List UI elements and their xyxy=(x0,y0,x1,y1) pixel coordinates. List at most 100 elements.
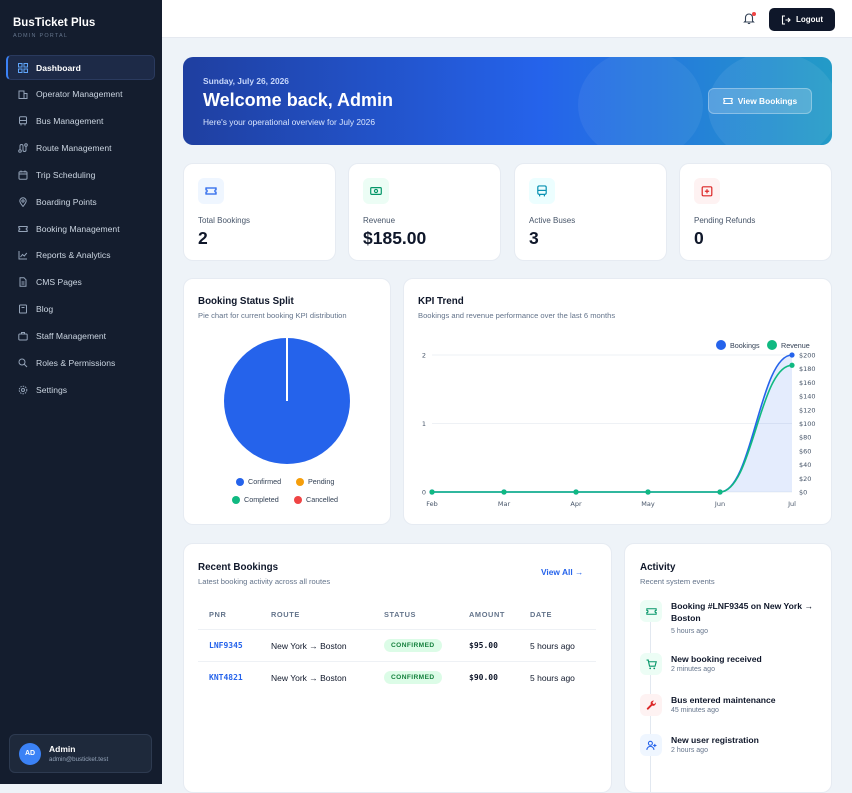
y-tick-label-right: $60 xyxy=(799,447,811,455)
legend-item-bookings[interactable]: Bookings xyxy=(716,340,760,350)
legend-item-pending[interactable]: Pending xyxy=(296,477,334,486)
stat-icon-box xyxy=(363,178,389,204)
x-tick-label: Apr xyxy=(570,500,582,508)
data-point-revenue[interactable] xyxy=(501,489,507,495)
user-card[interactable]: AD Admin admin@busticket.test xyxy=(9,734,152,773)
stat-label: Total Bookings xyxy=(198,216,251,225)
kpi-trend-card: KPI Trend Bookings and revenue performan… xyxy=(403,278,832,525)
view-all-label: View All xyxy=(541,567,573,577)
bus-icon xyxy=(537,185,547,197)
user-info: Admin admin@busticket.test xyxy=(49,744,108,763)
activity-icon-box xyxy=(640,653,662,675)
map-pin-icon xyxy=(19,197,27,207)
view-all-link[interactable]: View All → xyxy=(541,567,583,577)
route-cell: New York → Boston xyxy=(271,641,347,651)
card-subtitle: Recent system events xyxy=(640,577,715,586)
gear-icon xyxy=(18,385,28,394)
sidebar-item-trip-scheduling[interactable]: Trip Scheduling xyxy=(6,162,155,187)
sidebar-item-reports-analytics[interactable]: Reports & Analytics xyxy=(6,243,155,268)
ticket-icon xyxy=(645,607,657,615)
data-point-revenue[interactable] xyxy=(573,489,579,495)
series-line-revenue xyxy=(432,364,793,493)
date-cell: 5 hours ago xyxy=(530,641,575,651)
pie-chart xyxy=(224,338,350,464)
y-tick-label-right: $100 xyxy=(799,420,816,428)
sidebar-item-label: Dashboard xyxy=(36,62,81,73)
legend-dot xyxy=(296,477,304,486)
sidebar-item-blog[interactable]: Blog xyxy=(6,297,155,322)
refund-icon xyxy=(701,186,713,197)
y-tick-label-right: $160 xyxy=(799,379,816,387)
legend-label: Bookings xyxy=(730,340,760,350)
logout-button[interactable]: Logout xyxy=(769,8,835,31)
stat-card-revenue: Revenue $185.00 xyxy=(348,163,501,261)
amount-cell: $95.00 xyxy=(469,641,498,650)
y-tick-label-right: $80 xyxy=(799,434,811,442)
data-point-revenue[interactable] xyxy=(429,489,435,495)
legend-item-completed[interactable]: Completed xyxy=(232,495,279,504)
column-header-amount: AMOUNT xyxy=(469,610,506,619)
file-icon xyxy=(19,277,27,287)
calendar-icon xyxy=(18,170,28,180)
sidebar-item-label: Blog xyxy=(36,304,54,315)
data-point-revenue[interactable] xyxy=(645,489,651,495)
sidebar-item-bus-management[interactable]: Bus Management xyxy=(6,109,155,134)
arrow-right-icon: → xyxy=(574,567,584,577)
amount-cell: $90.00 xyxy=(469,673,498,682)
table-divider xyxy=(198,661,596,662)
y-tick-label-right: $40 xyxy=(799,461,811,469)
sidebar-item-settings[interactable]: Settings xyxy=(6,377,155,402)
bell-icon[interactable] xyxy=(742,11,756,25)
x-tick-label: Jul xyxy=(787,500,796,508)
data-point-bookings[interactable] xyxy=(789,352,795,358)
status-badge: CONFIRMED xyxy=(384,639,442,652)
date-cell: 5 hours ago xyxy=(530,673,575,683)
legend-item-cancelled[interactable]: Cancelled xyxy=(294,495,338,504)
sidebar-item-label: Bus Management xyxy=(36,116,104,127)
stat-card-active-buses: Active Buses 3 xyxy=(514,163,667,261)
view-bookings-label: View Bookings xyxy=(737,96,798,106)
sidebar-item-label: Staff Management xyxy=(36,330,107,341)
sidebar-item-roles-permissions[interactable]: Roles & Permissions xyxy=(6,350,155,375)
recent-bookings-card: Recent Bookings Latest booking activity … xyxy=(183,543,612,793)
sidebar-item-label: Route Management xyxy=(36,143,112,154)
sidebar-item-cms-pages[interactable]: CMS Pages xyxy=(6,270,155,295)
activity-title: Booking #LNF9345 on New York → Boston xyxy=(671,601,813,623)
sidebar-item-dashboard[interactable]: Dashboard xyxy=(6,55,155,80)
pnr-link[interactable]: KNT4821 xyxy=(209,673,243,682)
sidebar-item-route-management[interactable]: Route Management xyxy=(6,136,155,161)
y-tick-label-right: $120 xyxy=(799,406,816,414)
chart-icon xyxy=(18,251,28,260)
sidebar-item-staff-management[interactable]: Staff Management xyxy=(6,323,155,348)
activity-title: Bus entered maintenance xyxy=(671,695,776,705)
legend-item-revenue[interactable]: Revenue xyxy=(767,340,810,350)
activity-title: New user registration xyxy=(671,735,759,745)
stat-icon-box xyxy=(529,178,555,204)
view-bookings-button[interactable]: View Bookings xyxy=(708,88,812,114)
sidebar-item-boarding-points[interactable]: Boarding Points xyxy=(6,189,155,214)
x-tick-label: May xyxy=(641,500,655,508)
welcome-banner: Sunday, July 26, 2026 Welcome back, Admi… xyxy=(183,57,832,145)
decorative-circle xyxy=(578,57,703,145)
stat-label: Active Buses xyxy=(529,216,576,225)
activity-title: New booking received xyxy=(671,654,762,664)
status-badge: CONFIRMED xyxy=(384,671,442,684)
pnr-link[interactable]: LNF9345 xyxy=(209,641,243,650)
card-title: Recent Bookings xyxy=(198,562,279,573)
sidebar-item-label: CMS Pages xyxy=(36,277,82,288)
x-tick-label: Jun xyxy=(714,500,725,508)
data-point-revenue[interactable] xyxy=(789,362,795,368)
user-email: admin@busticket.test xyxy=(49,756,109,763)
cart-icon xyxy=(646,659,657,669)
y-tick-label-right: $140 xyxy=(799,393,816,401)
avatar: AD xyxy=(19,742,41,765)
legend-label: Revenue xyxy=(781,340,810,350)
legend-label: Pending xyxy=(308,477,335,486)
sidebar-item-booking-management[interactable]: Booking Management xyxy=(6,216,155,241)
data-point-revenue[interactable] xyxy=(717,489,723,495)
activity-icon-box xyxy=(640,734,662,756)
hero-title: Welcome back, Admin xyxy=(203,90,394,110)
briefcase-icon xyxy=(18,331,28,341)
sidebar-item-operator-management[interactable]: Operator Management xyxy=(6,82,155,107)
legend-item-confirmed[interactable]: Confirmed xyxy=(236,477,281,486)
